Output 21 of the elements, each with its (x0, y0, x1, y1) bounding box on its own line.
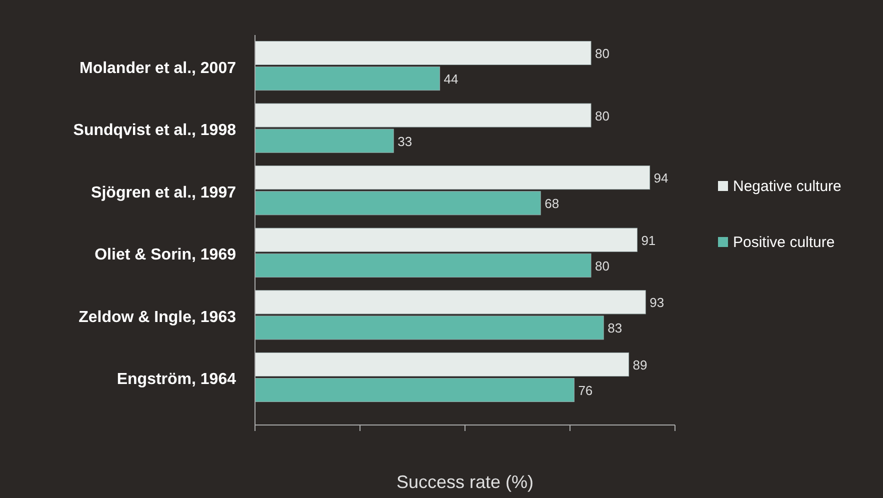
data-label: 89 (632, 357, 648, 372)
y-tick-label: Sundqvist et al., 1998 (73, 122, 236, 140)
legend-label: Negative culture (733, 178, 842, 195)
data-label: 80 (595, 108, 610, 124)
data-label: 80 (595, 258, 610, 274)
y-tick-label: Oliet & Sorin, 1969 (94, 246, 236, 264)
data-label: 80 (595, 46, 610, 61)
data-label: 83 (608, 320, 622, 336)
y-tick-label: Sjögren et al., 1997 (91, 184, 236, 202)
data-label: 68 (544, 196, 560, 212)
data-label: 91 (641, 232, 656, 248)
y-tick-label: Engström, 1964 (116, 371, 236, 388)
data-label: 93 (650, 295, 664, 310)
x-axis-title: Success rate (%) (396, 472, 534, 492)
data-label: 44 (444, 72, 458, 87)
data-label: 76 (578, 383, 593, 398)
data-label: 33 (398, 134, 412, 149)
data-label: 94 (654, 170, 668, 186)
y-tick-label: Molander et al., 2007 (79, 60, 236, 77)
legend-label: Positive culture (733, 234, 835, 251)
y-tick-label: Zeldow & Ingle, 1963 (78, 308, 236, 326)
